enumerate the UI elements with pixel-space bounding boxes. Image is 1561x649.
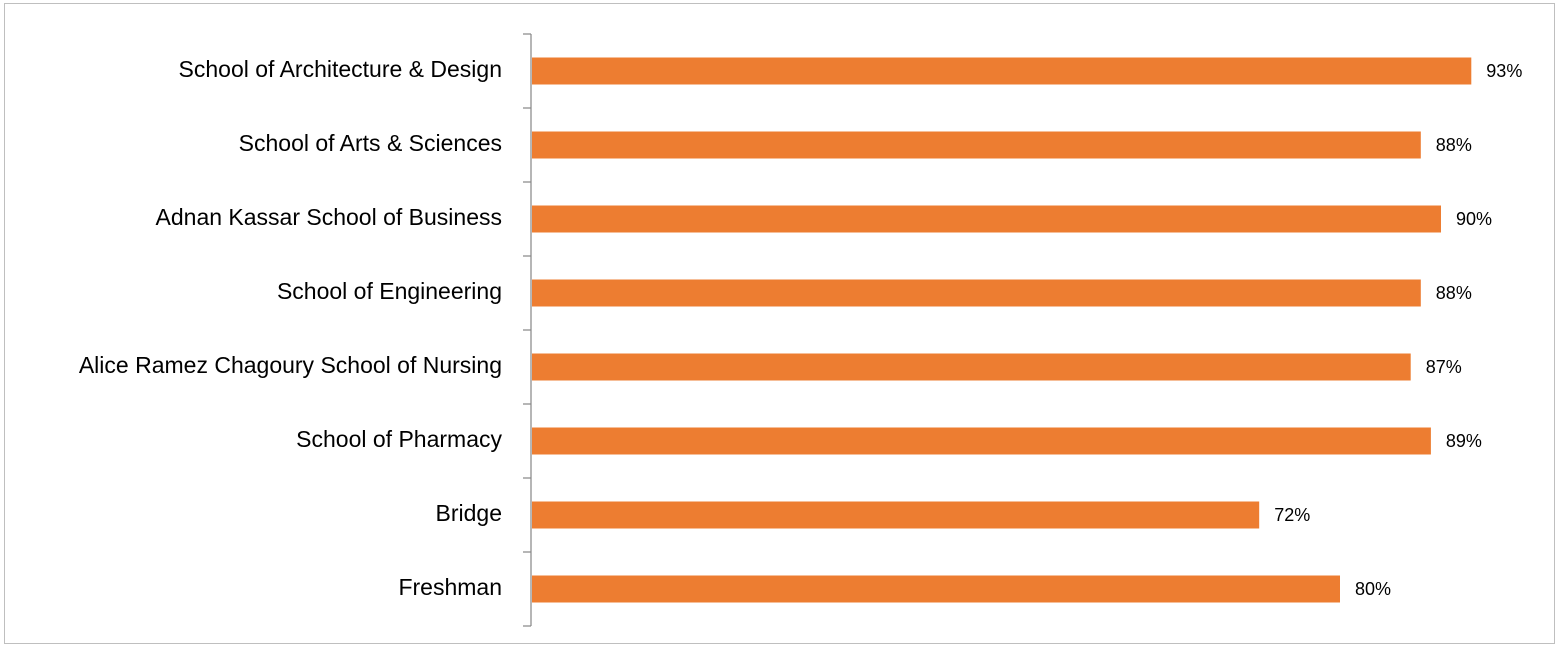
- category-label: Adnan Kassar School of Business: [156, 204, 502, 230]
- bars: [532, 57, 1472, 603]
- chart-frame: [4, 3, 1555, 644]
- data-label: 87%: [1426, 357, 1462, 377]
- category-label: School of Pharmacy: [296, 426, 502, 452]
- data-label: 88%: [1436, 135, 1472, 155]
- category-label: Alice Ramez Chagoury School of Nursing: [79, 352, 502, 378]
- bar: [532, 279, 1421, 307]
- bar: [532, 353, 1411, 381]
- bar: [532, 131, 1421, 159]
- bar: [532, 427, 1431, 455]
- category-label: School of Architecture & Design: [179, 56, 502, 82]
- data-label: 90%: [1456, 209, 1492, 229]
- category-label: Freshman: [398, 574, 502, 600]
- category-label: School of Engineering: [277, 278, 502, 304]
- category-label: School of Arts & Sciences: [239, 130, 502, 156]
- bar: [532, 501, 1260, 529]
- bar: [532, 57, 1472, 85]
- category-labels: School of Architecture & Design School of…: [79, 56, 503, 600]
- data-label: 93%: [1486, 61, 1522, 81]
- bar: [532, 205, 1441, 233]
- y-axis-ticks: [523, 33, 531, 627]
- data-label: 72%: [1274, 505, 1310, 525]
- category-label: Bridge: [436, 500, 502, 526]
- data-label: 88%: [1436, 283, 1472, 303]
- bar: [532, 575, 1340, 603]
- data-label: 89%: [1446, 431, 1482, 451]
- value-labels: 93% 88% 90% 88% 87% 89% 72% 80%: [1274, 61, 1522, 599]
- data-label: 80%: [1355, 579, 1391, 599]
